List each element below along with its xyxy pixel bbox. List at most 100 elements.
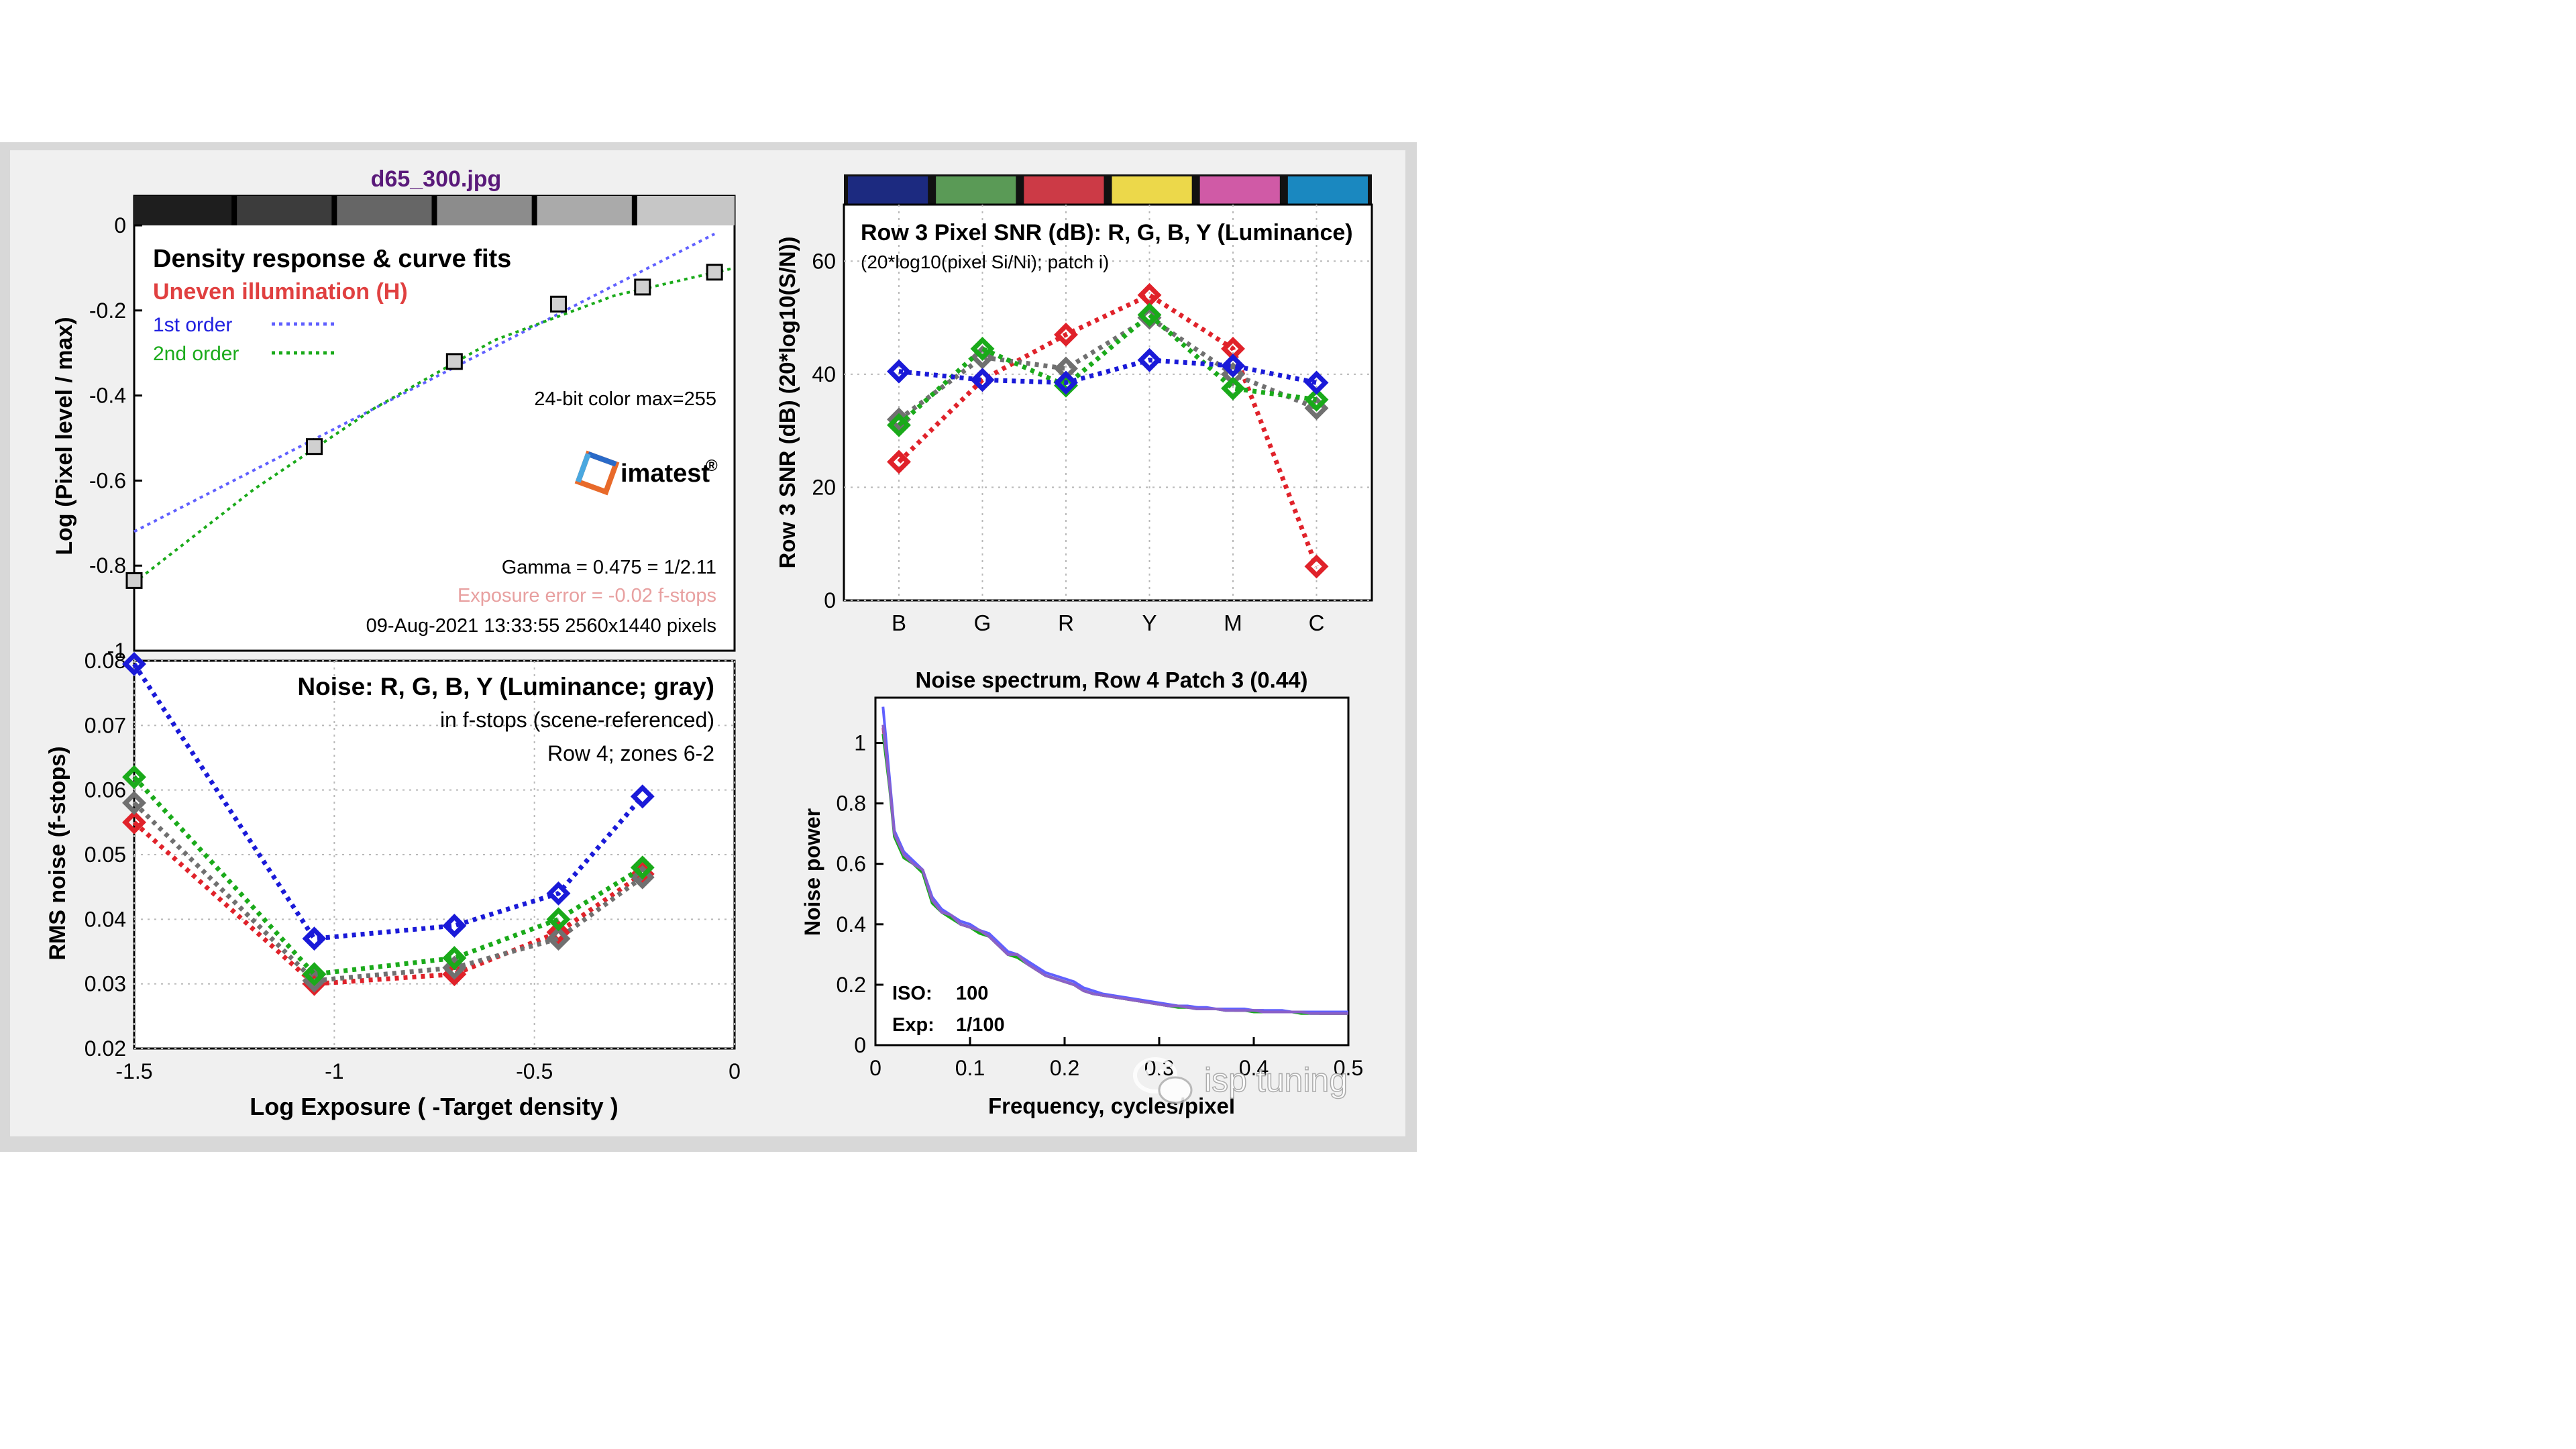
snr-x-tick-label: G bbox=[974, 610, 991, 635]
noise-y-tick-label: 0.06 bbox=[85, 778, 126, 802]
snr-x-tick-label: B bbox=[892, 610, 906, 635]
density-y-tick-label: -0.8 bbox=[89, 553, 126, 578]
snr-series-line-b bbox=[898, 358, 1318, 386]
spectrum-series-line-y bbox=[881, 724, 1348, 1015]
noise-x-tick-label: -1 bbox=[325, 1059, 343, 1083]
noise-series-marker-b bbox=[546, 881, 571, 906]
gray-strip-divider bbox=[231, 196, 237, 225]
noise-series-marker-gray bbox=[630, 865, 655, 890]
snr-panel-title: Row 3 Pixel SNR (dB): R, G, B, Y (Lumina… bbox=[861, 220, 1353, 246]
snr-series-marker-r bbox=[1304, 554, 1329, 579]
snr-y-tick-label: 20 bbox=[812, 475, 836, 499]
gray-strip-patch-4 bbox=[434, 196, 535, 225]
snr-series-marker-b bbox=[1054, 370, 1078, 395]
noise-y-tick-label: 0.03 bbox=[85, 972, 126, 996]
snr-y-tick-label: 60 bbox=[812, 249, 836, 273]
uneven-illumination-label: Uneven illumination (H) bbox=[153, 279, 408, 305]
noise-y-tick-label: 0.02 bbox=[85, 1036, 126, 1061]
wechat-icon bbox=[1133, 1057, 1193, 1104]
spectrum-x-axis-label: Frequency, cycles/pixel bbox=[988, 1093, 1235, 1118]
imatest-logo: imatest ® bbox=[574, 450, 718, 496]
snr-series-marker-b bbox=[970, 368, 995, 392]
imatest-logo-icon bbox=[574, 450, 620, 496]
legend-2nd-order-label: 2nd order bbox=[153, 343, 239, 365]
spectrum-x-tick-label: 0.1 bbox=[955, 1056, 985, 1080]
snr-strip-background bbox=[844, 174, 1372, 207]
snr-series-line-gray bbox=[897, 315, 1318, 422]
imatest-logo-text: imatest bbox=[621, 460, 710, 488]
gray-strip-divider bbox=[531, 196, 537, 225]
noise-series bbox=[122, 651, 655, 996]
noise-x-tick-label: -0.5 bbox=[516, 1059, 553, 1083]
snr-plot-area bbox=[843, 203, 1373, 602]
density-y-tick-label: -0.4 bbox=[89, 384, 126, 408]
snr-series-marker-b bbox=[1137, 347, 1162, 372]
density-data-point bbox=[125, 572, 143, 589]
snr-series-line-r bbox=[897, 292, 1319, 568]
spectrum-y-tick-label: 0.4 bbox=[837, 912, 866, 936]
noise-x-tick-label: 0 bbox=[729, 1059, 741, 1083]
snr-series-marker-b bbox=[1221, 354, 1245, 378]
gray-strip-divider bbox=[331, 196, 337, 225]
noise-series-marker-g bbox=[546, 907, 571, 932]
color-info-text: 24-bit color max=255 bbox=[534, 388, 716, 410]
snr-x-tick-label: C bbox=[1309, 610, 1325, 635]
snr-series-marker-g bbox=[887, 413, 911, 437]
noise-series-marker-g bbox=[442, 946, 467, 971]
density-data-points bbox=[125, 264, 723, 589]
noise-series-marker-b bbox=[630, 784, 655, 809]
noise-series-line-b bbox=[132, 662, 645, 941]
figure-title: d65_300.jpg bbox=[371, 166, 502, 192]
noise-x-axis-label: Log Exposure ( -Target density ) bbox=[250, 1093, 618, 1120]
exp-label: Exp: bbox=[892, 1014, 934, 1036]
density-data-point bbox=[549, 295, 567, 313]
color-strip-patch-y bbox=[1112, 176, 1192, 205]
color-strip-patch-m bbox=[1199, 176, 1280, 205]
fit-curve-1st-order bbox=[133, 232, 716, 533]
noise-series-marker-b bbox=[302, 926, 327, 951]
noise-spectrum-panel: 00.20.40.60.810 0.1 0.2 0.3 0.4 0.5 Noise spe… bbox=[800, 667, 1363, 1118]
density-data-point bbox=[306, 438, 323, 455]
snr-panel-subtitle: (20*log10(pixel Si/Ni); patch i) bbox=[861, 252, 1109, 272]
color-strip-patch-r bbox=[1024, 176, 1104, 205]
spectrum-x-tick-label: 0.4 bbox=[1239, 1056, 1269, 1080]
snr-series-marker-g bbox=[970, 336, 995, 361]
snr-series-marker-r bbox=[887, 449, 911, 474]
watermark: isp tuning bbox=[1133, 1057, 1348, 1104]
gray-strip-divider bbox=[431, 196, 437, 225]
density-panel-title: Density response & curve fits bbox=[153, 245, 511, 273]
noise-panel-line3: Row 4; zones 6-2 bbox=[547, 741, 714, 765]
snr-y-axis-label: Row 3 SNR (dB) (20*log10(S/N)) bbox=[775, 236, 800, 568]
snr-series-marker-b bbox=[887, 359, 911, 384]
snr-y-tick-label: 0 bbox=[824, 588, 836, 612]
gray-strip-patch-5 bbox=[534, 196, 635, 225]
gray-strip-patch-3 bbox=[334, 196, 435, 225]
snr-y-tick-label: 40 bbox=[812, 362, 836, 386]
density-y-tick-label: -0.2 bbox=[89, 299, 126, 323]
noise-panel-title: Noise: R, G, B, Y (Luminance; gray) bbox=[297, 673, 714, 700]
noise-panel-line2: in f-stops (scene-referenced) bbox=[440, 708, 714, 732]
datetime-text: 09-Aug-2021 13:33:55 2560x1440 pixels bbox=[366, 615, 716, 637]
spectrum-series bbox=[881, 706, 1348, 1015]
noise-series-marker-gray bbox=[546, 926, 571, 951]
noise-series-marker-r bbox=[546, 920, 571, 945]
spectrum-y-tick-label: 1 bbox=[854, 731, 866, 755]
density-y-tick-label: -0.6 bbox=[89, 468, 126, 492]
density-data-point bbox=[634, 278, 651, 296]
snr-x-tick-label: M bbox=[1224, 610, 1242, 635]
noise-y-tick-label: 0.08 bbox=[85, 649, 126, 673]
noise-axes: 0.02 0.03 0.04 0.05 0.06 0.07 0.08 -1.5 -1 -0.5 0 bbox=[85, 649, 741, 1083]
spectrum-y-tick-label: 0.6 bbox=[837, 852, 866, 876]
spectrum-x-tick-label: 0 bbox=[869, 1056, 881, 1080]
snr-axes: 0 20 40 60 B G R Y M C bbox=[812, 249, 1324, 635]
exp-value: 1/100 bbox=[956, 1014, 1005, 1036]
noise-series-line-g bbox=[132, 775, 644, 977]
noise-y-tick-label: 0.07 bbox=[85, 713, 126, 737]
snr-series-marker-r bbox=[1054, 322, 1078, 347]
noise-panel: 0.020.030.040.050.060.070.08-1.5 -1 -0.5 0 … bbox=[45, 649, 741, 1120]
snr-grid bbox=[844, 205, 1372, 601]
snr-series-marker-g bbox=[1221, 376, 1245, 400]
spectrum-y-tick-label: 0 bbox=[854, 1033, 866, 1057]
density-gray-strip bbox=[134, 196, 735, 225]
